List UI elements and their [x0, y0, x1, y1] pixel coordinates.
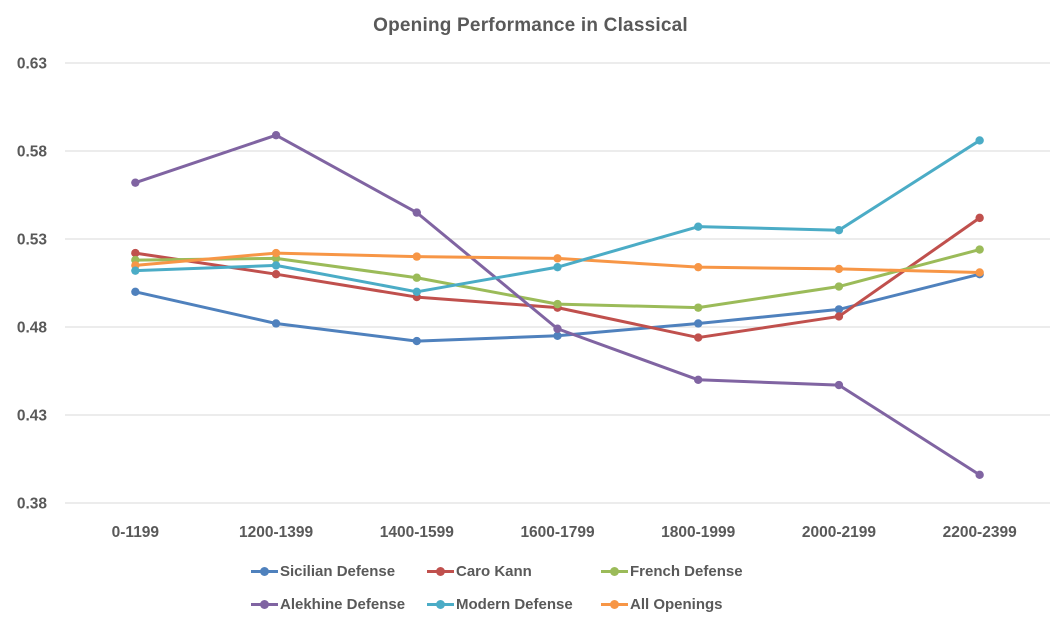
x-tick-label: 1800-1999 — [661, 524, 736, 541]
series-marker-french-defense — [412, 273, 421, 282]
series-marker-sicilian-defense — [694, 319, 703, 328]
legend-item-french-defense: French Defense — [601, 560, 801, 582]
legend-label: Modern Defense — [456, 595, 573, 613]
legend-item-sicilian-defense: Sicilian Defense — [251, 560, 427, 582]
series-marker-french-defense — [694, 303, 703, 312]
series-marker-caro-kann — [271, 270, 281, 279]
series-marker-all-openings — [694, 262, 703, 272]
series-marker-alekhine-defense — [975, 470, 984, 480]
series-marker-modern-defense — [271, 261, 281, 270]
y-tick-label: 0.43 — [17, 408, 48, 425]
series-marker-modern-defense — [834, 226, 844, 235]
legend-label: Caro Kann — [456, 562, 532, 580]
y-tick-label: 0.63 — [17, 56, 48, 73]
series-marker-sicilian-defense — [271, 319, 281, 328]
legend-marker-icon — [601, 566, 628, 577]
x-tick-label: 2000-2199 — [802, 524, 877, 541]
series-marker-all-openings — [271, 248, 281, 258]
series-marker-sicilian-defense — [834, 305, 844, 314]
series-marker-modern-defense — [694, 222, 703, 231]
series-marker-all-openings — [975, 268, 984, 277]
series-marker-sicilian-defense — [412, 336, 421, 346]
legend-marker-icon — [251, 599, 278, 610]
legend-label: Alekhine Defense — [280, 595, 406, 613]
x-tick-label: 1200-1399 — [239, 524, 314, 541]
series-marker-all-openings — [553, 254, 562, 263]
series-marker-alekhine-defense — [694, 375, 703, 384]
legend-marker-icon — [427, 566, 454, 577]
legend-marker-icon — [427, 599, 454, 610]
legend-item-modern-defense: Modern Defense — [427, 593, 601, 615]
series-marker-all-openings — [412, 252, 421, 261]
series-marker-all-openings — [834, 264, 844, 274]
series-marker-caro-kann — [834, 312, 844, 321]
series-marker-french-defense — [975, 245, 984, 254]
series-marker-sicilian-defense — [553, 331, 562, 340]
legend-marker-icon — [251, 566, 278, 577]
x-tick-label: 2200-2399 — [943, 524, 1018, 541]
legend-label: French Defense — [630, 562, 743, 580]
chart-legend: Sicilian Defense Caro Kann French Defense A… — [251, 560, 801, 615]
series-marker-sicilian-defense — [131, 287, 140, 296]
y-tick-label: 0.38 — [17, 496, 48, 513]
legend-item-caro-kann: Caro Kann — [427, 560, 601, 582]
series-marker-modern-defense — [553, 262, 562, 272]
series-marker-caro-kann — [975, 213, 984, 223]
legend-item-alekhine-defense: Alekhine Defense — [251, 593, 427, 615]
y-tick-label: 0.58 — [17, 144, 48, 161]
y-tick-label: 0.48 — [17, 320, 48, 337]
legend-marker-icon — [601, 599, 628, 610]
series-marker-alekhine-defense — [271, 130, 281, 140]
x-tick-label: 1400-1599 — [380, 524, 455, 541]
series-marker-french-defense — [834, 282, 844, 291]
series-marker-alekhine-defense — [412, 208, 421, 217]
series-marker-caro-kann — [694, 333, 703, 342]
legend-item-all-openings: All Openings — [601, 593, 801, 615]
legend-label: All Openings — [630, 595, 723, 613]
series-marker-alekhine-defense — [834, 380, 844, 390]
series-marker-alekhine-defense — [553, 324, 562, 333]
series-marker-modern-defense — [975, 136, 984, 145]
series-marker-modern-defense — [412, 287, 421, 296]
legend-label: Sicilian Defense — [280, 562, 396, 580]
x-tick-label: 1600-1799 — [520, 524, 595, 541]
series-marker-alekhine-defense — [131, 178, 140, 187]
y-tick-label: 0.53 — [17, 232, 48, 249]
series-marker-modern-defense — [131, 266, 140, 275]
series-marker-caro-kann — [131, 248, 140, 258]
chart-title: Opening Performance in Classical — [373, 15, 688, 36]
x-tick-label: 0-1199 — [112, 524, 160, 541]
series-marker-french-defense — [553, 299, 562, 309]
